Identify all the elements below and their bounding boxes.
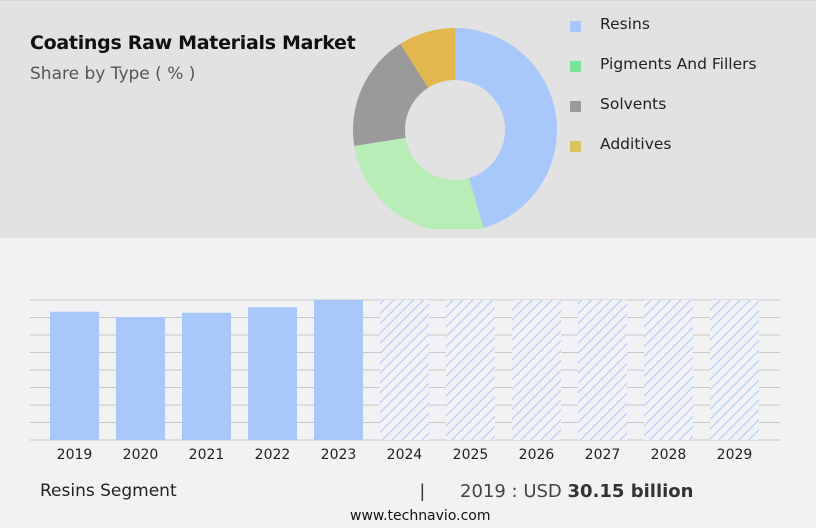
value-prefix: 2019 : USD [460, 481, 562, 502]
x-tick-label: 2026 [519, 447, 555, 463]
additives-swatch-icon [570, 141, 581, 152]
bar [182, 312, 231, 440]
legend-item-resins: Resins [570, 14, 810, 36]
legend-item-solvents: Solvents [570, 94, 810, 116]
forecast-bar [578, 300, 627, 440]
bar-chart: 2019 2020 2021 2022 2023 2024 2025 2026 2027 2028… [0, 290, 816, 470]
x-tick-label: 2029 [717, 447, 753, 463]
segment-label: Resins Segment [40, 481, 177, 501]
legend-label: Resins [600, 15, 650, 33]
pigments-swatch-icon [570, 61, 581, 72]
x-tick-label: 2023 [321, 447, 357, 463]
chart-title: Coatings Raw Materials Market [30, 32, 356, 54]
resins-swatch-icon [570, 21, 581, 32]
donut-slice-resins [455, 28, 558, 228]
x-tick-label: 2021 [189, 447, 225, 463]
forecast-bar [512, 300, 561, 440]
legend-label: Pigments And Fillers [600, 55, 757, 73]
source-url: www.technavio.com [350, 508, 491, 524]
legend-item-additives: Additives [570, 134, 810, 156]
x-tick-label: 2025 [453, 447, 489, 463]
x-tick-label: 2024 [387, 447, 423, 463]
donut-slice-additives [400, 28, 455, 88]
forecast-bar [710, 300, 759, 440]
divider: | [420, 481, 425, 501]
x-tick-label: 2022 [255, 447, 291, 463]
donut-chart [352, 28, 558, 229]
x-tick-label: 2027 [585, 447, 621, 463]
bar [116, 317, 165, 440]
legend-label: Additives [600, 135, 672, 153]
legend-item-pigments: Pigments And Fillers [570, 54, 810, 76]
bar [314, 300, 363, 440]
header-panel: Coatings Raw Materials Market Share by T… [0, 0, 816, 238]
solvents-swatch-icon [570, 101, 581, 112]
bar [248, 307, 297, 440]
forecast-bar [380, 300, 429, 440]
x-tick-label: 2020 [123, 447, 159, 463]
bar [50, 311, 99, 440]
legend-label: Solvents [600, 95, 667, 113]
x-tick-label: 2019 [57, 447, 93, 463]
segment-value: 2019 : USD 30.15 billion [460, 481, 693, 502]
donut-slice-solvents [353, 43, 429, 146]
donut-slice-pigments-and-fillers [354, 137, 484, 229]
forecast-bar [644, 300, 693, 440]
forecast-bar [446, 300, 495, 440]
value-amount: 30.15 billion [567, 481, 694, 502]
x-tick-label: 2028 [651, 447, 687, 463]
chart-subtitle: Share by Type ( % ) [30, 64, 196, 84]
